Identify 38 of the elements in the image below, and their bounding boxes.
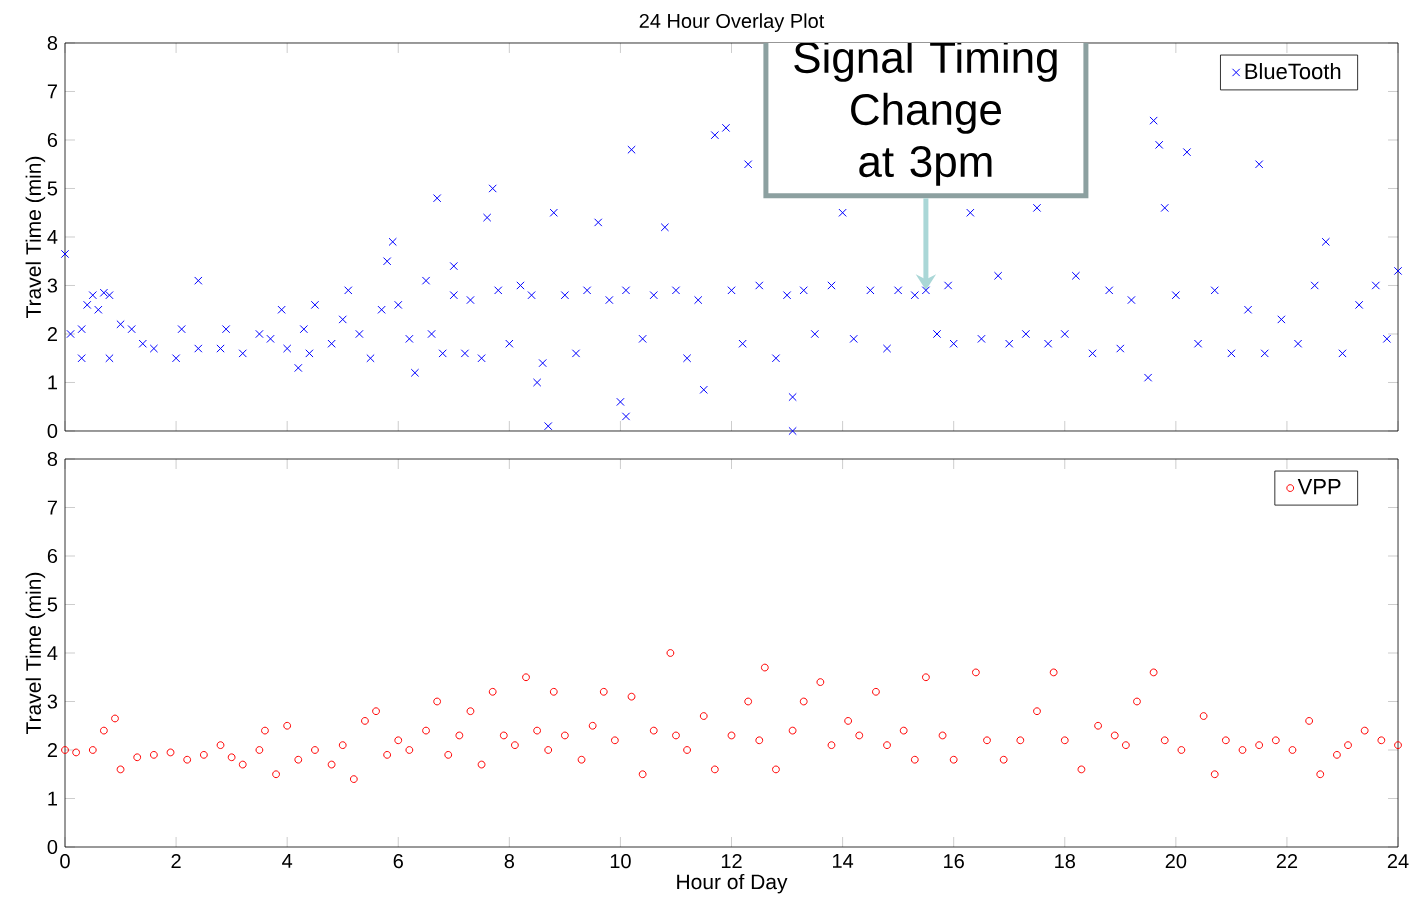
y-tick-label: 4: [47, 230, 58, 244]
y-tick-label: 0: [47, 839, 58, 855]
x-axis-title: Hour of Day: [677, 873, 788, 894]
x-tick-label: 16: [944, 854, 964, 869]
y-tick-label: 6: [47, 548, 58, 564]
y-axis-title: Travel Time (min): [25, 572, 46, 735]
y-tick-label: 6: [47, 132, 58, 148]
y-tick-label: 1: [48, 375, 57, 390]
legend-label: BlueTooth: [1245, 63, 1341, 80]
x-tick-label: 6: [393, 854, 403, 869]
y-tick-label: 8: [47, 35, 58, 51]
x-tick-label: 0: [60, 854, 70, 869]
y-tick-label: 3: [47, 694, 58, 709]
chart-title: 24 Hour Overlay Plot: [639, 13, 825, 32]
y-tick-label: 8: [47, 451, 58, 467]
x-tick-label: 4: [282, 854, 293, 868]
x-tick-label: 14: [833, 854, 854, 868]
y-tick-label: 7: [47, 500, 57, 515]
x-tick-label: 22: [1276, 854, 1298, 868]
y-tick-label: 2: [47, 327, 57, 341]
y-tick-label: 4: [47, 646, 58, 660]
x-tick-label: 18: [1055, 854, 1076, 869]
y-tick-label: 0: [47, 423, 58, 439]
y-tick-label: 5: [47, 597, 58, 612]
y-tick-label: 1: [48, 791, 57, 806]
x-tick-label: 10: [610, 854, 631, 869]
annotation: Signal Timing Change at 3pm: [794, 40, 1057, 186]
legend-label: VPP: [1297, 479, 1341, 495]
y-tick-label: 2: [47, 743, 57, 757]
x-tick-label: 12: [721, 854, 742, 868]
y-tick-label: 7: [47, 84, 57, 99]
x-tick-label: 24: [1387, 854, 1409, 868]
y-axis-title: Travel Time (min): [25, 156, 46, 318]
y-tick-label: 3: [47, 278, 58, 293]
y-tick-label: 5: [47, 181, 58, 196]
x-tick-label: 8: [504, 854, 515, 869]
x-tick-label: 20: [1165, 854, 1187, 869]
x-tick-label: 2: [171, 854, 181, 868]
